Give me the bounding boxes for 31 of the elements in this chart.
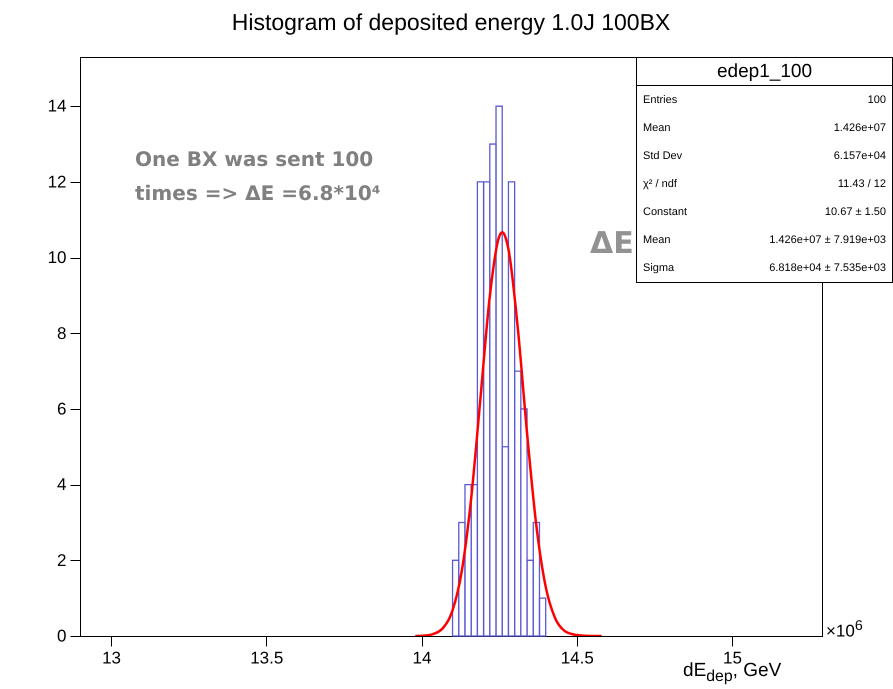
annotation: Constant	[643, 205, 688, 220]
text: 11.43 / 12	[838, 177, 886, 192]
chart-title: Histogram of deposited energy 1.0J 100BX	[232, 9, 670, 35]
annotation: Mean	[643, 233, 671, 248]
annotation: edep1_100	[637, 58, 892, 86]
text: 1.426e+07	[834, 121, 886, 136]
y-tick-label: 10	[48, 248, 66, 268]
y-tick-label: 8	[57, 324, 66, 343]
annotation: Entries	[643, 93, 678, 108]
text: 6.157e+04	[834, 149, 886, 164]
y-tick-label: 2	[57, 550, 66, 570]
text: 100	[868, 93, 886, 108]
y-tick-label: 0	[57, 626, 66, 646]
y-tick-label: 12	[48, 172, 66, 192]
y-tick-label: 4	[57, 475, 66, 494]
annotation: 1.426e+07 ± 7.919e+03	[769, 233, 886, 248]
y-tick-label: 14	[48, 96, 66, 116]
x-tick-label: 13.5	[250, 648, 284, 668]
annotation: Mean	[643, 121, 671, 136]
x-tick-label: 13	[102, 648, 122, 668]
annotation: Sigma	[643, 261, 674, 276]
annotation: One BX was sent 100 times => ΔE =6.8*10⁴	[135, 146, 382, 207]
y-tick-label: 6	[57, 399, 66, 418]
annotation: 6.818e+04 ± 7.535e+03	[769, 261, 886, 276]
annotation: ΔE	[590, 226, 634, 261]
text: ×10$^{6}$	[826, 618, 863, 642]
x-tick-label: 14.5	[560, 648, 594, 668]
x-tick-label: 14	[412, 648, 432, 668]
annotation: Std Dev	[643, 149, 682, 164]
text: 10.67 ± 1.50	[824, 205, 886, 220]
annotation: χ² / ndf	[643, 177, 677, 192]
